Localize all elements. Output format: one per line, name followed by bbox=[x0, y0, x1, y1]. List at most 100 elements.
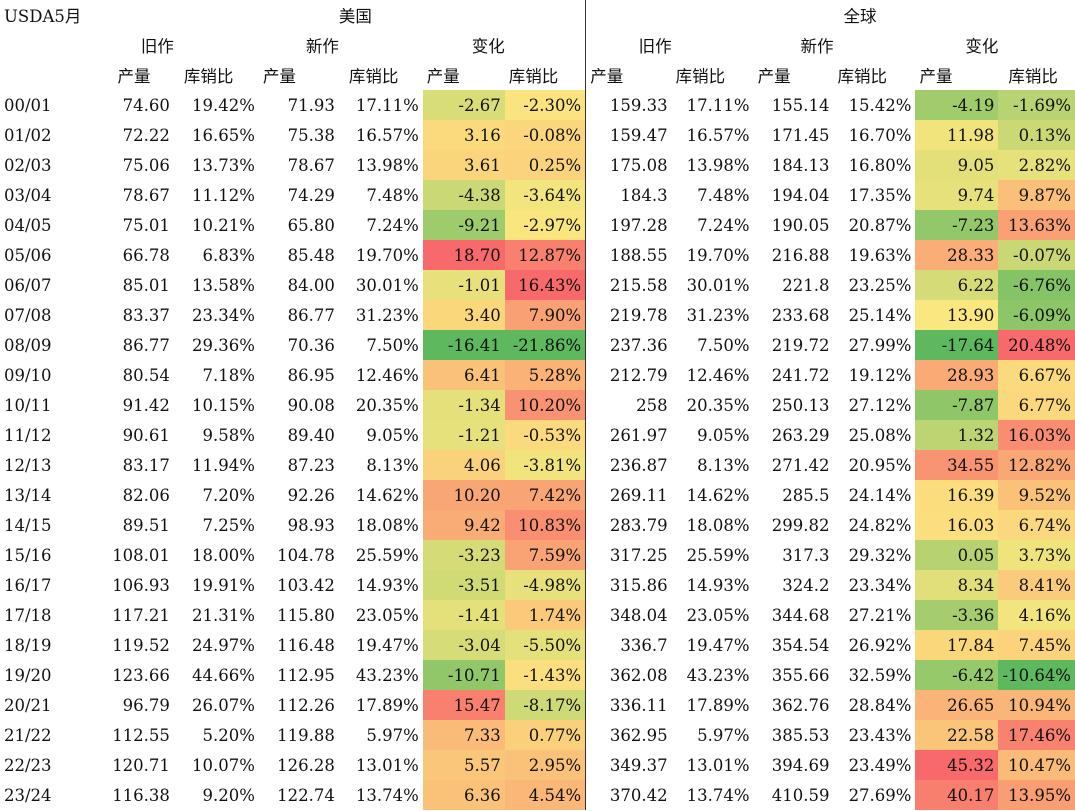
us-cell-2[interactable]: 90.08 bbox=[287, 395, 335, 415]
world-cell-0[interactable]: 348.04 bbox=[609, 605, 668, 625]
world-cell-3[interactable]: 19.12% bbox=[848, 365, 912, 385]
us-cell-4[interactable]: 10.20 bbox=[422, 480, 505, 510]
us-cell-2[interactable]: 65.80 bbox=[287, 215, 335, 235]
world-cell-1[interactable]: 14.62% bbox=[686, 485, 750, 505]
us-cell-0[interactable]: 72.22 bbox=[122, 125, 170, 145]
world-cell-4[interactable]: 34.55 bbox=[915, 450, 999, 480]
world-cell-4[interactable]: 17.84 bbox=[915, 630, 999, 660]
world-cell-5[interactable]: -1.69% bbox=[998, 90, 1075, 120]
world-cell-0[interactable]: 258 bbox=[636, 395, 668, 415]
group-change-us[interactable]: 变化 bbox=[471, 37, 505, 56]
world-cell-4[interactable]: -7.87 bbox=[915, 390, 999, 420]
col-ratio[interactable]: 库销比 bbox=[837, 67, 888, 86]
world-cell-4[interactable]: 8.34 bbox=[915, 570, 999, 600]
year-cell[interactable]: 04/05 bbox=[4, 215, 52, 235]
world-cell-1[interactable]: 43.23% bbox=[686, 665, 750, 685]
year-cell[interactable]: 22/23 bbox=[4, 755, 52, 775]
us-cell-3[interactable]: 25.59% bbox=[355, 545, 419, 565]
year-cell[interactable]: 00/01 bbox=[4, 95, 52, 115]
world-cell-3[interactable]: 23.25% bbox=[848, 275, 912, 295]
world-cell-1[interactable]: 23.05% bbox=[686, 605, 750, 625]
us-cell-5[interactable]: -2.30% bbox=[504, 90, 587, 120]
year-cell[interactable]: 11/12 bbox=[4, 425, 52, 445]
year-cell[interactable]: 14/15 bbox=[4, 515, 52, 535]
year-cell[interactable]: 18/19 bbox=[4, 635, 52, 655]
world-cell-1[interactable]: 12.46% bbox=[686, 365, 750, 385]
world-cell-5[interactable]: -10.64% bbox=[998, 660, 1075, 690]
us-cell-0[interactable]: 75.01 bbox=[122, 215, 170, 235]
us-cell-0[interactable]: 66.78 bbox=[122, 245, 170, 265]
world-cell-1[interactable]: 17.89% bbox=[686, 695, 750, 715]
world-cell-2[interactable]: 410.59 bbox=[771, 785, 830, 805]
world-cell-3[interactable]: 27.99% bbox=[848, 335, 912, 355]
world-cell-0[interactable]: 219.78 bbox=[609, 305, 668, 325]
us-cell-1[interactable]: 23.34% bbox=[191, 305, 255, 325]
us-cell-0[interactable]: 86.77 bbox=[122, 335, 170, 355]
us-cell-3[interactable]: 17.11% bbox=[355, 95, 419, 115]
year-cell[interactable]: 07/08 bbox=[4, 305, 52, 325]
world-cell-5[interactable]: 13.63% bbox=[998, 210, 1075, 240]
us-cell-1[interactable]: 6.83% bbox=[202, 245, 255, 265]
year-cell[interactable]: 10/11 bbox=[4, 395, 52, 415]
us-cell-5[interactable]: -0.08% bbox=[504, 120, 587, 150]
col-ratio[interactable]: 库销比 bbox=[504, 60, 587, 90]
col-prod[interactable]: 产量 bbox=[117, 67, 151, 86]
world-cell-2[interactable]: 271.42 bbox=[771, 455, 830, 475]
us-cell-0[interactable]: 89.51 bbox=[122, 515, 170, 535]
us-cell-4[interactable]: 3.16 bbox=[422, 120, 505, 150]
us-cell-1[interactable]: 9.58% bbox=[202, 425, 255, 445]
us-cell-1[interactable]: 7.20% bbox=[202, 485, 255, 505]
world-cell-1[interactable]: 8.13% bbox=[697, 455, 750, 475]
world-cell-0[interactable]: 317.25 bbox=[609, 545, 668, 565]
year-cell[interactable]: 16/17 bbox=[4, 575, 52, 595]
world-cell-2[interactable]: 362.76 bbox=[771, 695, 830, 715]
us-cell-5[interactable]: -2.97% bbox=[504, 210, 587, 240]
us-cell-2[interactable]: 103.42 bbox=[277, 575, 335, 595]
us-cell-4[interactable]: -1.34 bbox=[422, 390, 505, 420]
us-cell-0[interactable]: 91.42 bbox=[122, 395, 170, 415]
us-cell-1[interactable]: 11.12% bbox=[191, 185, 255, 205]
us-cell-2[interactable]: 92.26 bbox=[287, 485, 335, 505]
us-cell-3[interactable]: 13.74% bbox=[355, 785, 419, 805]
us-cell-3[interactable]: 30.01% bbox=[355, 275, 419, 295]
year-cell[interactable]: 09/10 bbox=[4, 365, 52, 385]
world-cell-5[interactable]: -0.07% bbox=[998, 240, 1075, 270]
us-cell-0[interactable]: 85.01 bbox=[122, 275, 170, 295]
world-cell-5[interactable]: 3.73% bbox=[998, 540, 1075, 570]
us-cell-5[interactable]: -3.64% bbox=[504, 180, 587, 210]
year-cell[interactable]: 21/22 bbox=[4, 725, 52, 745]
world-cell-0[interactable]: 215.58 bbox=[609, 275, 668, 295]
year-cell[interactable]: 08/09 bbox=[4, 335, 52, 355]
us-cell-1[interactable]: 13.73% bbox=[191, 155, 255, 175]
world-cell-1[interactable]: 14.93% bbox=[686, 575, 750, 595]
us-cell-5[interactable]: 4.54% bbox=[504, 780, 587, 810]
us-cell-2[interactable]: 75.38 bbox=[287, 125, 335, 145]
us-cell-3[interactable]: 31.23% bbox=[355, 305, 419, 325]
world-cell-1[interactable]: 13.98% bbox=[686, 155, 750, 175]
world-cell-3[interactable]: 17.35% bbox=[848, 185, 912, 205]
world-cell-0[interactable]: 336.11 bbox=[609, 695, 668, 715]
us-cell-2[interactable]: 74.29 bbox=[287, 185, 335, 205]
world-cell-5[interactable]: -6.09% bbox=[998, 300, 1075, 330]
world-cell-3[interactable]: 25.08% bbox=[848, 425, 912, 445]
world-cell-2[interactable]: 263.29 bbox=[771, 425, 830, 445]
us-cell-2[interactable]: 70.36 bbox=[287, 335, 335, 355]
world-cell-5[interactable]: 20.48% bbox=[998, 330, 1075, 360]
year-cell[interactable]: 20/21 bbox=[4, 695, 52, 715]
world-cell-4[interactable]: 1.32 bbox=[915, 420, 999, 450]
world-cell-3[interactable]: 16.70% bbox=[848, 125, 912, 145]
us-cell-3[interactable]: 9.05% bbox=[366, 425, 419, 445]
world-cell-4[interactable]: 28.93 bbox=[915, 360, 999, 390]
us-cell-2[interactable]: 116.48 bbox=[277, 635, 335, 655]
world-cell-2[interactable]: 155.14 bbox=[771, 95, 830, 115]
us-cell-0[interactable]: 120.71 bbox=[112, 755, 170, 775]
world-cell-2[interactable]: 221.8 bbox=[782, 275, 830, 295]
us-cell-5[interactable]: 5.28% bbox=[504, 360, 587, 390]
us-cell-5[interactable]: 7.42% bbox=[504, 480, 587, 510]
world-cell-1[interactable]: 20.35% bbox=[686, 395, 750, 415]
year-cell[interactable]: 05/06 bbox=[4, 245, 52, 265]
world-cell-3[interactable]: 25.14% bbox=[848, 305, 912, 325]
world-cell-4[interactable]: -6.42 bbox=[915, 660, 999, 690]
us-cell-4[interactable]: -1.21 bbox=[422, 420, 505, 450]
world-cell-2[interactable]: 285.5 bbox=[782, 485, 830, 505]
